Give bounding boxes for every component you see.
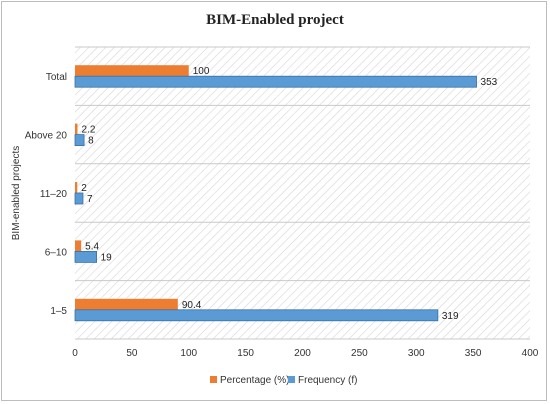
data-label-frequency: 7 bbox=[87, 194, 93, 205]
bar-frequency bbox=[74, 192, 84, 205]
x-tick-label: 350 bbox=[465, 348, 482, 359]
bar-frequency bbox=[74, 134, 85, 147]
category-separators bbox=[75, 46, 530, 340]
x-tick-label: 50 bbox=[126, 348, 138, 359]
plot-area bbox=[75, 47, 530, 339]
x-tick-label: 150 bbox=[237, 348, 254, 359]
bar-frequency bbox=[74, 75, 477, 88]
bar-percentage bbox=[75, 240, 82, 252]
legend-label-percentage: Percentage (%) bbox=[220, 375, 289, 386]
y-tick-label: 6–10 bbox=[45, 247, 68, 258]
data-label-percentage: 90.4 bbox=[182, 300, 202, 311]
x-axis: 0 50 100 150 200 250 300 350 400 bbox=[72, 348, 539, 359]
x-tick-label: 300 bbox=[408, 348, 425, 359]
x-tick-label: 250 bbox=[351, 348, 368, 359]
bar-frequency bbox=[74, 309, 439, 322]
data-label-frequency: 319 bbox=[442, 311, 459, 322]
y-tick-label: Above 20 bbox=[25, 131, 68, 142]
bar-percentage bbox=[75, 65, 189, 77]
y-axis-title: BIM-enabled projects bbox=[11, 146, 22, 241]
data-label-frequency: 19 bbox=[101, 252, 113, 263]
bars: 90.4 319 5.419 27 2.28 100 353 bbox=[74, 65, 498, 322]
bar-frequency bbox=[74, 250, 98, 263]
x-tick-label: 400 bbox=[522, 348, 539, 359]
bar-percentage bbox=[75, 298, 178, 310]
bar-percentage bbox=[75, 182, 78, 193]
data-label-frequency: 353 bbox=[481, 77, 498, 88]
data-label-frequency: 8 bbox=[88, 136, 94, 147]
y-tick-label: Total bbox=[46, 72, 67, 83]
x-tick-label: 0 bbox=[72, 348, 78, 359]
data-label-percentage: 5.4 bbox=[85, 241, 99, 252]
data-label-percentage: 100 bbox=[193, 66, 210, 77]
legend-label-frequency: Frequency (f) bbox=[298, 375, 357, 386]
y-tick-label: 11–20 bbox=[40, 189, 68, 200]
x-tick-label: 100 bbox=[180, 348, 197, 359]
legend-swatch-frequency bbox=[288, 376, 295, 383]
bar-percentage bbox=[75, 123, 78, 135]
y-axis: 1–5 6–10 11–20 Above 20 Total bbox=[25, 72, 68, 317]
data-label-percentage: 2.2 bbox=[82, 125, 96, 136]
legend: Percentage (%) Frequency (f) bbox=[210, 375, 357, 386]
data-label-percentage: 2 bbox=[81, 183, 87, 194]
legend-swatch-percentage bbox=[210, 376, 217, 383]
x-tick-label: 200 bbox=[294, 348, 311, 359]
chart-title: BIM-Enabled project bbox=[206, 12, 344, 28]
y-tick-label: 1–5 bbox=[50, 306, 67, 317]
